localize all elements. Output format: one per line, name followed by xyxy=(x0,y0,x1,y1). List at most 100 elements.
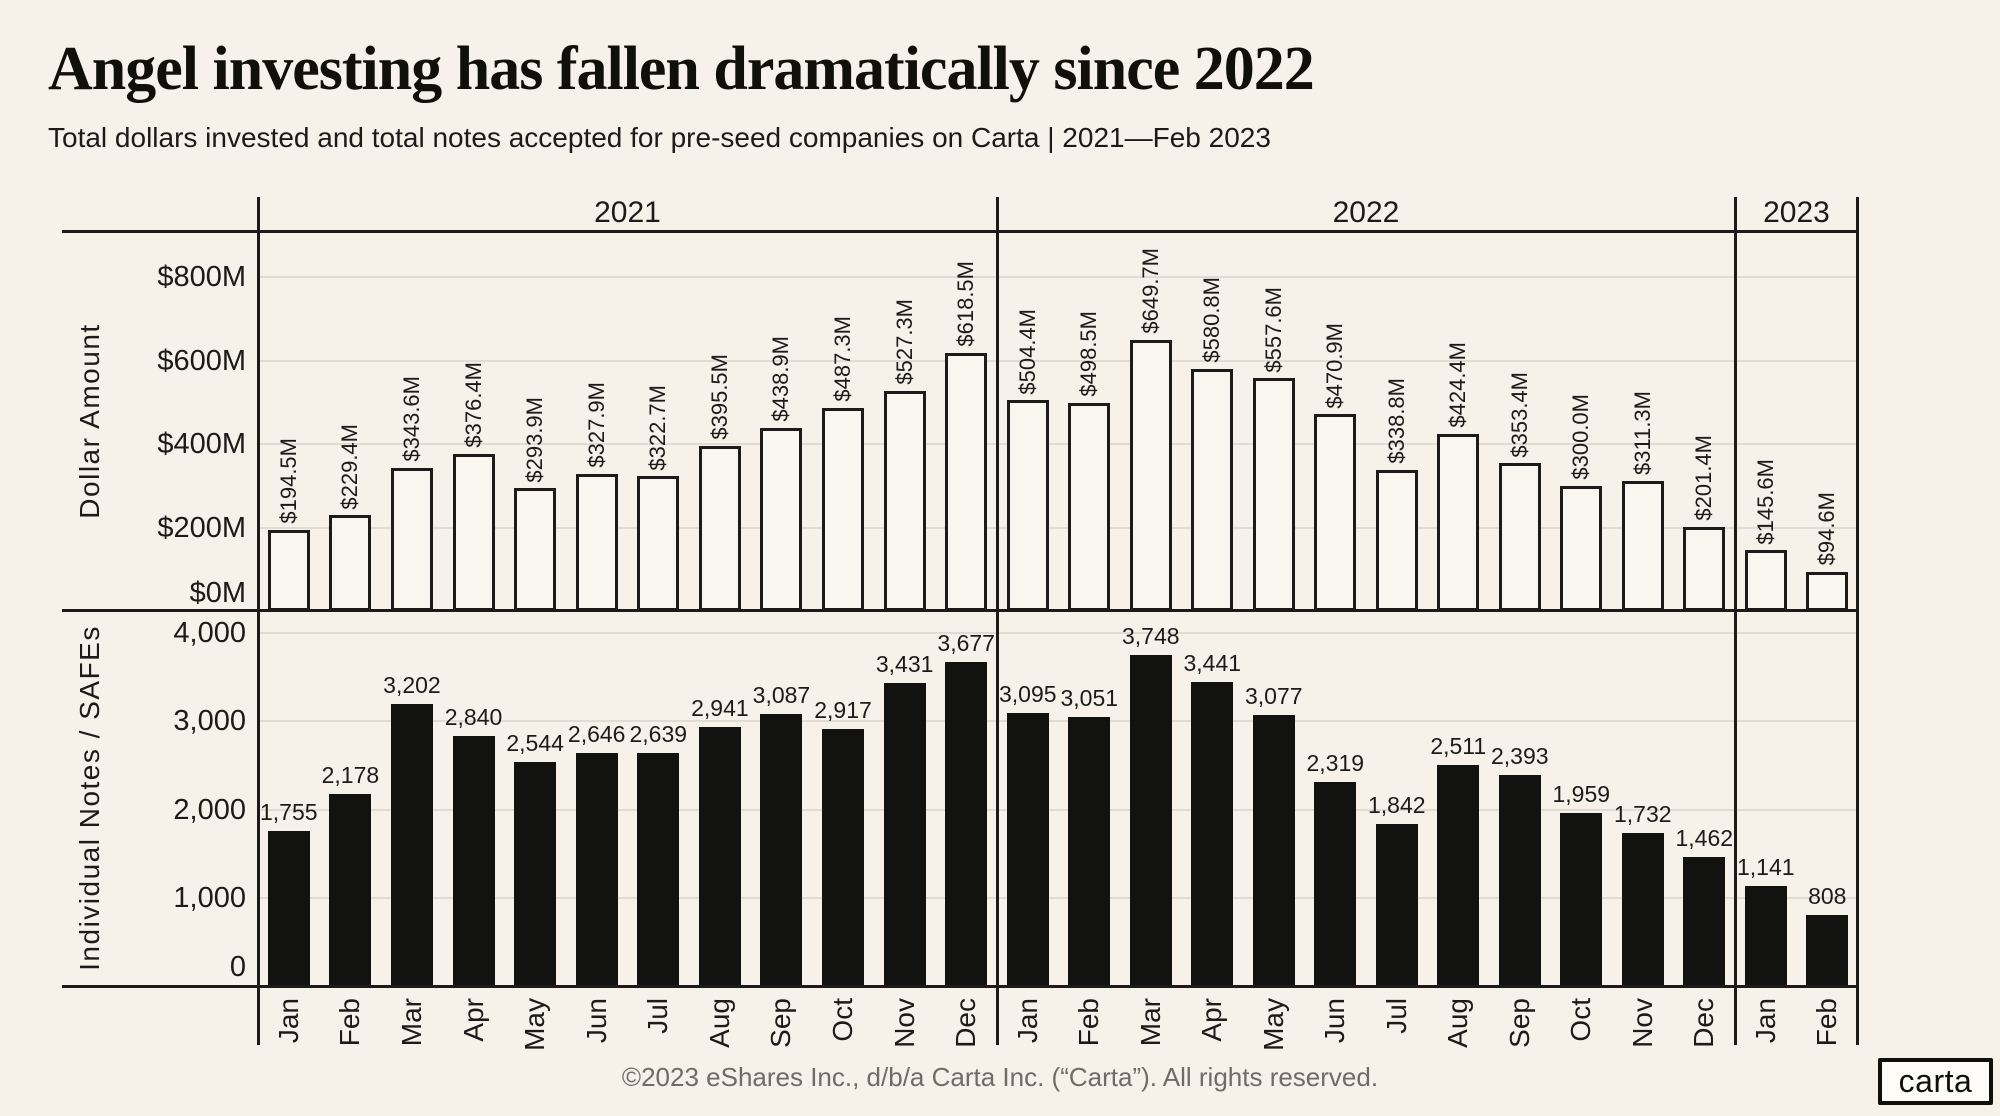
x-tick-month-25: Feb xyxy=(1811,998,1843,1047)
gridline-notes-safes-1000 xyxy=(258,897,1858,900)
copyright-text: ©2023 eShares Inc., d/b/a Carta Inc. (“C… xyxy=(621,1062,1379,1092)
bar-dollar-amount-15 xyxy=(1191,368,1234,611)
y-tick-dollar-amount-600: $600M xyxy=(157,344,246,377)
x-tick-month-12: Jan xyxy=(1011,998,1043,1044)
x-tick-month-7: Aug xyxy=(703,998,735,1048)
bar-label-notes-safes-3: 2,840 xyxy=(444,703,503,730)
x-tick-month-0: Jan xyxy=(272,998,304,1044)
bar-notes-safes-14 xyxy=(1129,655,1172,987)
x-tick-month-4: May xyxy=(519,998,551,1051)
bar-label-dollar-amount-24: $145.6M xyxy=(1752,458,1778,545)
bar-dollar-amount-4 xyxy=(514,488,557,611)
bar-label-notes-safes-15: 3,441 xyxy=(1183,650,1242,677)
bar-label-dollar-amount-25: $94.6M xyxy=(1814,492,1840,566)
bar-dollar-amount-7 xyxy=(698,445,741,611)
bar-label-notes-safes-7: 2,941 xyxy=(691,694,749,721)
bar-notes-safes-20 xyxy=(1498,775,1541,987)
bar-notes-safes-15 xyxy=(1191,682,1234,987)
bar-dollar-amount-9 xyxy=(822,407,865,611)
x-tick-month-16: May xyxy=(1257,998,1289,1051)
y-tick-dollar-amount-800: $800M xyxy=(157,261,246,293)
bar-label-notes-safes-11: 3,677 xyxy=(937,629,995,656)
bar-label-dollar-amount-23: $201.4M xyxy=(1691,435,1717,521)
x-tick-month-22: Nov xyxy=(1626,998,1658,1048)
bar-label-notes-safes-8: 3,087 xyxy=(752,681,811,708)
bar-label-dollar-amount-19: $424.4M xyxy=(1445,342,1471,428)
x-tick-month-24: Jan xyxy=(1749,998,1781,1044)
x-tick-month-13: Feb xyxy=(1073,998,1105,1047)
bar-label-dollar-amount-21: $300.0M xyxy=(1568,394,1594,480)
bar-label-notes-safes-21: 1,959 xyxy=(1552,781,1611,808)
page-subtitle: Total dollars invested and total notes a… xyxy=(48,122,1271,153)
bar-dollar-amount-10 xyxy=(883,390,926,611)
gridline-notes-safes-2000 xyxy=(258,808,1858,811)
bar-dollar-amount-6 xyxy=(637,476,680,611)
bar-label-dollar-amount-1: $229.4M xyxy=(337,423,363,510)
gridline-notes-safes-4000 xyxy=(258,631,1858,634)
bar-label-notes-safes-10: 3,431 xyxy=(875,651,934,678)
x-tick-month-3: Apr xyxy=(457,998,489,1042)
bar-label-dollar-amount-8: $438.9M xyxy=(768,336,794,422)
bar-notes-safes-18 xyxy=(1375,823,1418,987)
x-tick-month-15: Apr xyxy=(1196,998,1228,1042)
bar-notes-safes-21 xyxy=(1560,813,1603,987)
bar-notes-safes-4 xyxy=(514,761,557,987)
bar-notes-safes-11 xyxy=(945,661,988,987)
bar-label-notes-safes-18: 1,842 xyxy=(1367,791,1426,818)
bar-notes-safes-16 xyxy=(1252,714,1295,987)
bar-label-notes-safes-16: 3,077 xyxy=(1244,682,1303,709)
bar-notes-safes-9 xyxy=(822,728,865,987)
bar-notes-safes-5 xyxy=(575,752,618,987)
bar-label-dollar-amount-2: $343.6M xyxy=(398,375,424,462)
bar-label-notes-safes-9: 2,917 xyxy=(814,696,872,723)
bar-label-notes-safes-4: 2,544 xyxy=(506,729,564,756)
bar-dollar-amount-1 xyxy=(329,515,372,611)
year-label-2021: 2021 xyxy=(594,196,661,229)
carta-logo: carta xyxy=(1878,1058,1993,1105)
bar-label-notes-safes-22: 1,732 xyxy=(1613,801,1672,828)
gridline-dollar-amount-800 xyxy=(258,276,1858,278)
gridline-dollar-amount-400 xyxy=(258,443,1858,445)
bar-label-notes-safes-5: 2,646 xyxy=(567,720,626,747)
x-tick-month-23: Dec xyxy=(1688,998,1720,1048)
bar-notes-safes-25 xyxy=(1806,915,1849,987)
bar-dollar-amount-25 xyxy=(1806,571,1849,611)
bar-notes-safes-6 xyxy=(637,753,680,987)
bar-notes-safes-10 xyxy=(883,683,926,987)
y-tick-dollar-amount-200: $200M xyxy=(157,511,246,544)
bar-label-dollar-amount-0: $194.5M xyxy=(275,438,301,524)
bar-label-dollar-amount-9: $487.3M xyxy=(830,315,856,402)
x-tick-month-5: Jun xyxy=(580,998,612,1044)
x-tick-month-19: Aug xyxy=(1442,998,1474,1048)
y-tick-notes-safes-1000: 1,000 xyxy=(173,882,246,915)
gridline-dollar-amount-200 xyxy=(258,526,1858,529)
bar-notes-safes-13 xyxy=(1068,716,1111,987)
bar-label-dollar-amount-15: $580.8M xyxy=(1199,276,1225,363)
bar-label-notes-safes-13: 3,051 xyxy=(1060,684,1119,711)
bar-label-dollar-amount-13: $498.5M xyxy=(1076,311,1102,397)
y-tick-notes-safes-3000: 3,000 xyxy=(173,705,246,738)
bar-dollar-amount-13 xyxy=(1068,402,1111,611)
bar-label-dollar-amount-5: $327.9M xyxy=(583,382,609,469)
x-tick-month-8: Sep xyxy=(765,998,797,1048)
bar-label-notes-safes-17: 2,319 xyxy=(1306,749,1365,776)
bar-label-dollar-amount-14: $649.7M xyxy=(1137,248,1163,334)
bar-dollar-amount-24 xyxy=(1744,550,1787,611)
bar-dollar-amount-3 xyxy=(452,453,495,611)
y-tick-dollar-amount-0: $0M xyxy=(189,577,246,609)
bar-label-notes-safes-0: 1,755 xyxy=(260,799,318,826)
bar-label-dollar-amount-16: $557.6M xyxy=(1260,286,1286,373)
x-tick-month-6: Jul xyxy=(642,998,674,1034)
bar-notes-safes-8 xyxy=(760,713,803,987)
bar-notes-safes-7 xyxy=(698,726,741,987)
bar-label-notes-safes-25: 808 xyxy=(1808,883,1847,910)
bar-dollar-amount-14 xyxy=(1129,339,1172,611)
bar-label-dollar-amount-4: $293.9M xyxy=(522,396,548,483)
bar-label-notes-safes-19: 2,511 xyxy=(1430,732,1487,759)
bar-notes-safes-24 xyxy=(1744,885,1787,987)
bar-notes-safes-3 xyxy=(452,735,495,987)
bar-label-notes-safes-12: 3,095 xyxy=(998,680,1057,707)
bar-label-dollar-amount-18: $338.8M xyxy=(1383,377,1409,464)
